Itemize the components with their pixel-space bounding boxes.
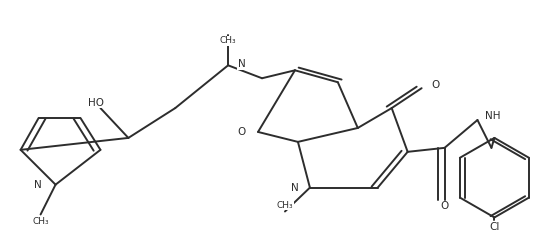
Text: N: N [291, 183, 299, 193]
Text: CH₃: CH₃ [277, 201, 293, 210]
Text: NH: NH [485, 111, 500, 121]
Text: O: O [238, 127, 246, 137]
Text: O: O [441, 201, 449, 211]
Text: N: N [34, 180, 42, 190]
Text: N: N [238, 59, 246, 69]
Text: O: O [431, 80, 440, 90]
Text: Cl: Cl [489, 222, 499, 232]
Text: CH₃: CH₃ [220, 36, 237, 45]
Text: HO: HO [88, 98, 104, 108]
Text: CH₃: CH₃ [32, 217, 49, 226]
